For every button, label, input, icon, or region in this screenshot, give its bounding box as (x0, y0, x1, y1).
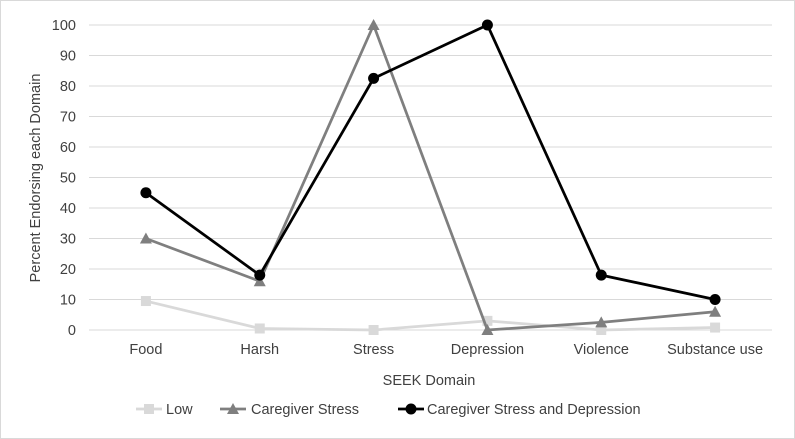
y-tick-label: 50 (60, 171, 76, 187)
y-tick-label: 20 (60, 262, 76, 278)
x-axis-tick-labels: Food Harsh Stress Depression Violence Substan… (129, 342, 763, 358)
x-tick-label: Stress (353, 342, 394, 358)
series-line (145, 299, 716, 332)
series-lines (139, 19, 722, 335)
series-0 (140, 296, 721, 335)
series-1 (139, 19, 722, 335)
y-tick-label: 90 (60, 49, 76, 65)
y-tick-label: 70 (60, 110, 76, 126)
data-point (140, 187, 152, 199)
y-tick-label: 10 (60, 293, 76, 309)
data-point (595, 269, 607, 281)
data-point (709, 294, 721, 305)
y-tick-label: 60 (60, 140, 76, 156)
x-tick-label: Food (129, 342, 162, 358)
y-tick-label: 80 (60, 79, 76, 95)
series-line (145, 23, 716, 332)
legend-swatch-marker (227, 403, 239, 414)
series-line (145, 23, 716, 301)
legend-swatch-marker (405, 403, 417, 415)
legend-entry: Low (136, 402, 193, 418)
data-point (595, 316, 608, 328)
y-axis-tick-labels: 0 10 20 30 40 50 60 70 80 90 100 (52, 18, 76, 339)
data-point (710, 322, 721, 333)
x-tick-label: Depression (451, 342, 524, 358)
legend-label: Caregiver Stress and Depression (427, 402, 641, 418)
legend-label: Caregiver Stress (251, 402, 359, 418)
data-point (140, 296, 151, 307)
data-point (253, 275, 266, 287)
data-point (481, 19, 493, 31)
data-point (596, 325, 607, 335)
x-tick-label: Substance use (667, 342, 763, 358)
legend-label: Low (166, 402, 193, 418)
y-tick-label: 0 (68, 323, 76, 339)
data-point (481, 324, 494, 335)
data-point (368, 325, 379, 335)
x-axis-title: SEEK Domain (383, 373, 476, 389)
series-2 (140, 19, 721, 305)
data-point (367, 19, 380, 30)
y-tick-label: 40 (60, 201, 76, 217)
y-tick-label: 100 (52, 18, 76, 34)
data-point (368, 72, 380, 84)
legend-entry: Caregiver Stress (220, 402, 359, 418)
data-point (709, 305, 722, 317)
data-point (254, 269, 266, 281)
data-point (254, 323, 265, 334)
x-tick-label: Harsh (240, 342, 279, 358)
y-axis-title: Percent Endorsing each Domain (28, 74, 44, 283)
legend-swatch-marker (144, 404, 154, 414)
y-tick-label: 30 (60, 232, 76, 248)
data-point (139, 232, 152, 244)
data-point (482, 315, 493, 326)
x-tick-label: Violence (574, 342, 629, 358)
legend-entry: Caregiver Stress and Depression (398, 402, 641, 418)
legend: Low Caregiver Stress Caregiver Stress and … (136, 402, 641, 418)
